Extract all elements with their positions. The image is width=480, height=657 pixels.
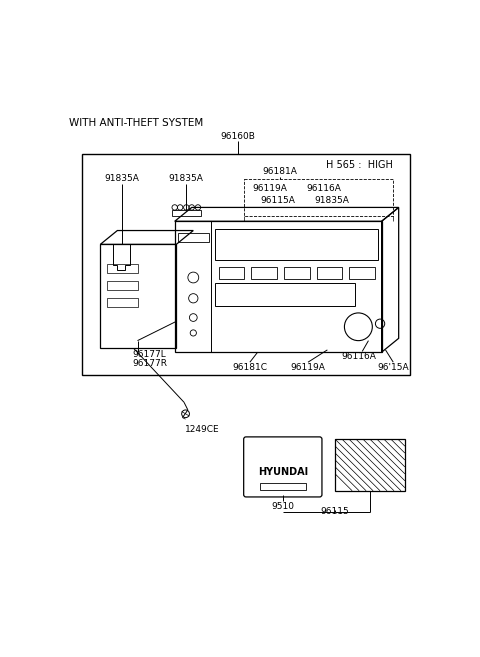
Text: H 565 :  HIGH: H 565 : HIGH	[326, 160, 393, 170]
Text: 96177R: 96177R	[132, 359, 167, 368]
Text: HYUNDAI: HYUNDAI	[258, 466, 308, 476]
Text: 96115A: 96115A	[260, 196, 295, 205]
Text: 9510: 9510	[272, 503, 295, 511]
Text: 91835A: 91835A	[314, 196, 349, 205]
Text: WITH ANTI-THEFT SYSTEM: WITH ANTI-THEFT SYSTEM	[69, 118, 204, 127]
Text: 96119A: 96119A	[290, 363, 325, 372]
Text: 96181C: 96181C	[232, 363, 267, 372]
Text: 96116A: 96116A	[341, 351, 376, 361]
Text: 1249CE: 1249CE	[184, 424, 219, 434]
Text: 96115: 96115	[321, 507, 349, 516]
Text: 96116A: 96116A	[306, 185, 341, 193]
Text: 96177L: 96177L	[132, 350, 166, 359]
Text: 91835A: 91835A	[168, 175, 203, 183]
Text: 91835A: 91835A	[105, 175, 139, 183]
Text: 96181A: 96181A	[263, 167, 298, 175]
Text: 96119A: 96119A	[252, 185, 287, 193]
Text: 96'15A: 96'15A	[377, 363, 409, 372]
Text: 96160B: 96160B	[221, 132, 256, 141]
